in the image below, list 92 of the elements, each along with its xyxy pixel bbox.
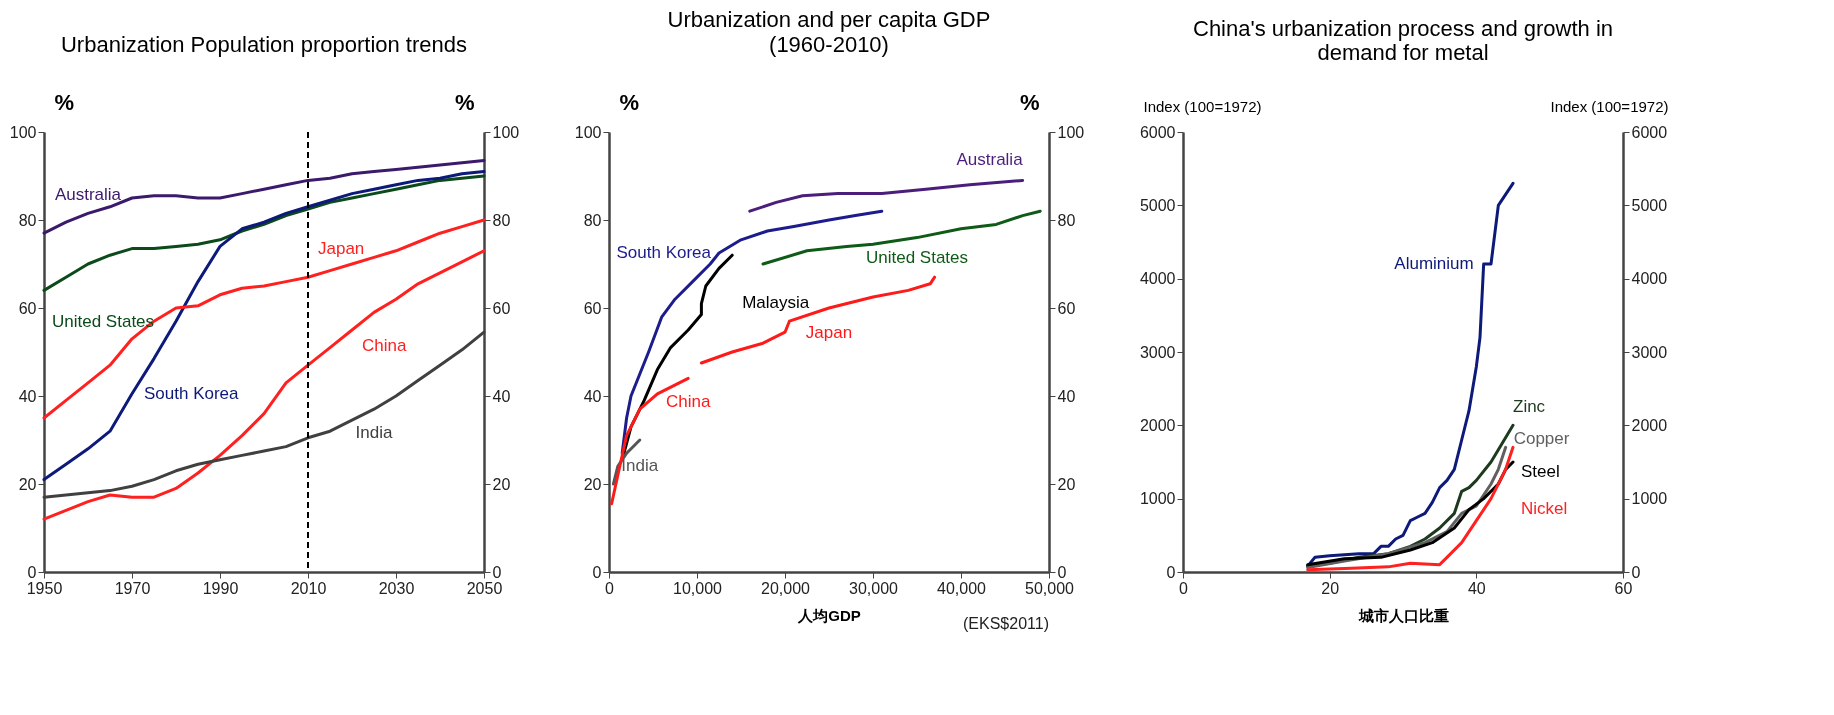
x-tick-label: 1950 xyxy=(26,579,63,597)
y-tick-label: 40 xyxy=(18,387,37,405)
y2-tick-label: 100 xyxy=(1057,123,1085,141)
x-axis-title: 人均GDP xyxy=(797,606,861,624)
y2-tick-label: 0 xyxy=(492,563,502,581)
x-tick-label: 1990 xyxy=(202,579,239,597)
line-series xyxy=(748,178,1025,213)
y-tick-label: 60 xyxy=(583,299,602,317)
y2-axis-title: Index (100=1972) xyxy=(1550,97,1669,115)
line-series xyxy=(699,275,937,365)
series-label: India xyxy=(621,456,659,475)
y-tick-label: 100 xyxy=(574,123,602,141)
series-label: United States xyxy=(52,312,155,332)
series-label: Nickel xyxy=(1521,499,1568,519)
series-label: Japan xyxy=(805,323,853,342)
y-axis-title: Index (100=1972) xyxy=(1143,97,1262,115)
series-label: Aluminium xyxy=(1394,254,1474,273)
chart-title: Urbanization and per capita GDP xyxy=(667,7,991,32)
x-axis-title: 城市人口比重 xyxy=(1357,606,1449,624)
x-tick-label: 20,000 xyxy=(761,579,811,597)
series-label: Steel xyxy=(1521,462,1560,481)
y2-tick-label: 0 xyxy=(1057,563,1067,581)
y2-tick-label: 40 xyxy=(1057,387,1076,405)
y2-tick-label: 60 xyxy=(1057,299,1076,317)
series-label: South Korea xyxy=(616,243,712,262)
y2-tick-label: 100 xyxy=(492,123,520,141)
y2-tick-label: 20 xyxy=(1057,475,1076,493)
y-tick-label: 60 xyxy=(18,299,37,317)
y2-tick-label: 3000 xyxy=(1631,343,1668,361)
x-tick-label: 1970 xyxy=(114,579,151,597)
line-series xyxy=(42,174,486,292)
line-series xyxy=(42,170,486,482)
x-tick-label: 2010 xyxy=(290,579,327,597)
series-label: Zinc xyxy=(1513,397,1546,417)
y2-tick-label: 5000 xyxy=(1631,196,1668,214)
series-label: Malaysia xyxy=(742,293,810,313)
y2-tick-label: 20 xyxy=(492,475,511,493)
series-label: South Korea xyxy=(144,383,240,403)
series-label: Copper xyxy=(1513,429,1570,449)
x-tick-label: 0 xyxy=(605,579,615,597)
y-tick-label: 4000 xyxy=(1139,270,1176,288)
y-tick-label: 100 xyxy=(9,123,37,141)
series-label: China xyxy=(665,392,711,412)
line-series xyxy=(42,218,486,420)
line-series xyxy=(761,209,1042,266)
y-tick-label: 0 xyxy=(592,563,602,581)
y-axis-title: % xyxy=(619,89,640,115)
chart-title: China's urbanization process and growth in demand for metal xyxy=(1193,16,1613,65)
series-label: Australia xyxy=(956,150,1024,170)
text: (EKS$2011) xyxy=(963,615,1049,632)
y2-tick-label: 60 xyxy=(492,299,511,317)
chart-subtitle: (1960-2010) xyxy=(769,32,889,57)
y-tick-label: 0 xyxy=(27,563,37,581)
y2-tick-label: 1000 xyxy=(1631,490,1668,508)
series-label: Japan xyxy=(318,239,365,259)
y-tick-label: 6000 xyxy=(1139,123,1176,141)
y-tick-label: 1000 xyxy=(1139,490,1176,508)
y2-tick-label: 80 xyxy=(492,211,511,229)
y-tick-label: 3000 xyxy=(1139,343,1176,361)
x-tick-label: 30,000 xyxy=(849,579,899,597)
x-tick-label: 40,000 xyxy=(937,579,987,597)
series-label: China xyxy=(362,336,407,355)
y2-axis-title: % xyxy=(1019,89,1040,115)
chart-title: Urbanization Population proportion trends xyxy=(60,32,468,57)
y2-tick-label: 2000 xyxy=(1631,416,1668,434)
y-tick-label: 20 xyxy=(583,475,602,493)
y-tick-label: 20 xyxy=(18,475,37,493)
y2-tick-label: 0 xyxy=(1631,563,1641,581)
x-tick-label: 2030 xyxy=(378,579,415,597)
y2-tick-label: 4000 xyxy=(1631,270,1668,288)
series-label: Australia xyxy=(54,185,122,205)
y-tick-label: 80 xyxy=(18,211,37,229)
x-tick-label: 2050 xyxy=(466,579,503,597)
x-tick-label: 20 xyxy=(1321,579,1340,597)
y2-tick-label: 6000 xyxy=(1631,123,1668,141)
x-tick-label: 40 xyxy=(1467,579,1486,597)
series-label: United States xyxy=(865,247,969,267)
line-series xyxy=(42,159,486,235)
x-tick-label: 10,000 xyxy=(673,579,723,597)
y-axis-title: % xyxy=(54,89,75,115)
y-tick-label: 40 xyxy=(583,387,602,405)
y2-tick-label: 80 xyxy=(1057,211,1076,229)
x-tick-label: 0 xyxy=(1179,579,1189,597)
x-tick-label: 50,000 xyxy=(1025,579,1075,597)
y2-tick-label: 40 xyxy=(492,387,511,405)
y-tick-label: 0 xyxy=(1166,563,1176,581)
series-label: India xyxy=(355,423,393,443)
y-tick-label: 5000 xyxy=(1139,196,1176,214)
y-tick-label: 2000 xyxy=(1139,416,1176,434)
y2-axis-title: % xyxy=(454,89,475,115)
y-tick-label: 80 xyxy=(583,211,602,229)
x-tick-label: 60 xyxy=(1614,579,1633,597)
